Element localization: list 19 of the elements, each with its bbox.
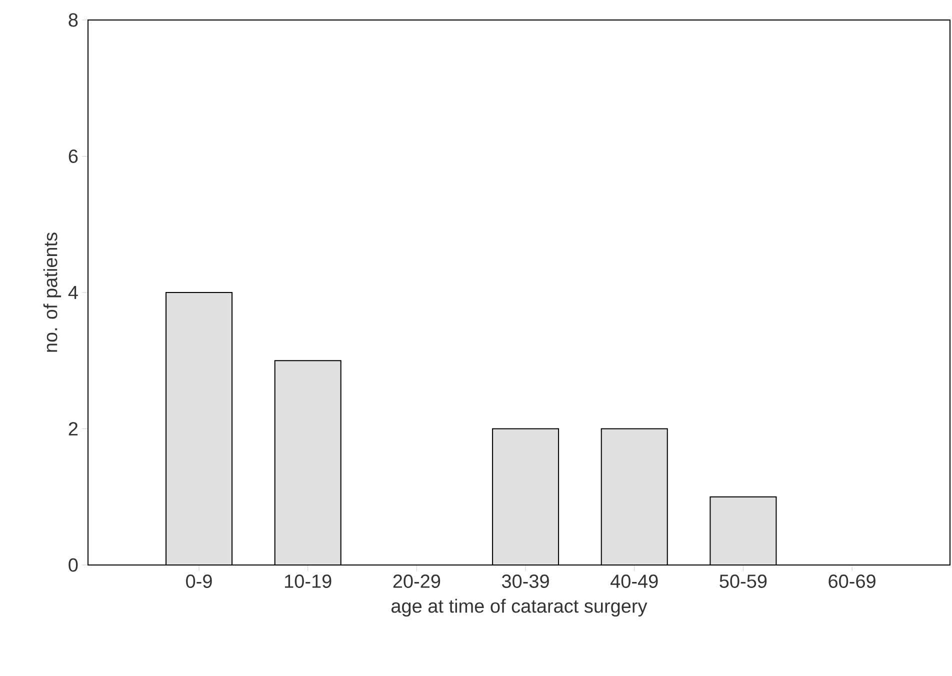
y-tick-label: 0	[68, 558, 78, 572]
y-tick-label: 2	[68, 422, 78, 436]
x-tick-label: 20-29	[393, 574, 440, 588]
y-tick-label: 6	[68, 150, 78, 163]
bar	[710, 496, 776, 565]
x-axis-title: age at time of cataract surgery	[391, 598, 648, 617]
x-tick-label: 40-49	[610, 574, 658, 588]
bar	[274, 360, 341, 565]
y-tick-label: 8	[68, 13, 78, 27]
x-tick-label: 0-9	[186, 574, 212, 588]
bar	[166, 292, 232, 565]
x-tick-label: 50-59	[720, 574, 767, 588]
x-tick-label: 30-39	[502, 574, 549, 588]
x-tick-label: 10-19	[285, 574, 332, 588]
bar	[601, 428, 668, 565]
x-tick-label: 60-69	[828, 574, 876, 588]
y-axis-title: no. of patients	[43, 232, 62, 352]
bar	[492, 428, 559, 565]
y-tick-label: 4	[68, 286, 78, 300]
